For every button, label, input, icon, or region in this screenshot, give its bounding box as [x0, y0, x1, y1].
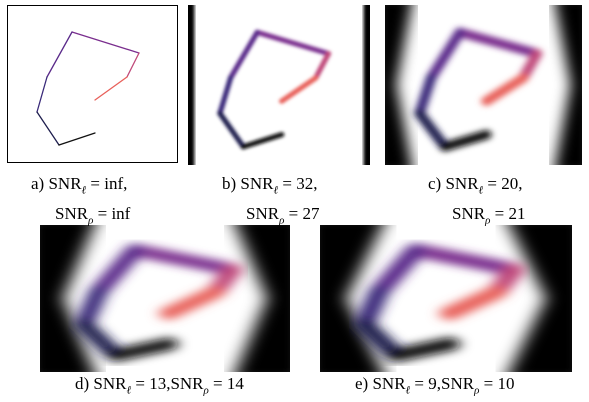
snr-subscript: ℓ	[406, 384, 411, 396]
caption: a) SNRℓ = inf,SNRρ = inf	[31, 172, 130, 233]
caption-line: SNRρ = inf	[31, 202, 130, 232]
panel-label: b)	[222, 174, 236, 193]
snr-symbol: SNR	[452, 204, 485, 223]
caption: c) SNRℓ = 20,SNRρ = 21	[428, 172, 525, 233]
snr-value: 21	[508, 204, 525, 223]
snr-subscript: ρ	[474, 384, 479, 396]
separator: ,	[518, 174, 522, 193]
snr-symbol: SNR	[240, 174, 273, 193]
equals: =	[487, 174, 497, 193]
caption-line: d) SNRℓ = 13,SNRρ = 14	[75, 372, 244, 402]
equals: =	[98, 204, 108, 223]
snr-symbol: SNR	[445, 174, 478, 193]
panel-label: e)	[355, 374, 368, 393]
panel-image	[320, 225, 572, 372]
snr-subscript: ρ	[88, 215, 93, 227]
snr-subscript: ρ	[485, 215, 490, 227]
snr-symbol: SNR	[55, 204, 88, 223]
panel-label: a)	[31, 174, 44, 193]
panel-label: d)	[75, 374, 89, 393]
equals: =	[213, 374, 223, 393]
equals: =	[90, 174, 100, 193]
panel-image	[7, 5, 178, 163]
snr-symbol: SNR	[48, 174, 81, 193]
snr-value: 10	[497, 374, 514, 393]
separator: ,	[123, 174, 127, 193]
snr-subscript: ρ	[204, 384, 209, 396]
snr-subscript: ℓ	[82, 184, 87, 196]
caption-line: SNRρ = 27	[222, 202, 319, 232]
snr-value: 27	[302, 204, 319, 223]
equals: =	[484, 374, 494, 393]
caption-line: b) SNRℓ = 32,	[222, 172, 319, 202]
snr-value: inf	[104, 174, 123, 193]
caption: e) SNRℓ = 9,SNRρ = 10	[355, 372, 514, 402]
snr-value: inf	[111, 204, 130, 223]
snr-value: 14	[227, 374, 244, 393]
snr-subscript: ℓ	[127, 384, 132, 396]
snr-subscript: ρ	[279, 215, 284, 227]
caption: b) SNRℓ = 32,SNRρ = 27	[222, 172, 319, 233]
panel-image	[188, 5, 370, 165]
equals: =	[289, 204, 299, 223]
equals: =	[135, 374, 145, 393]
equals: =	[282, 174, 292, 193]
snr-symbol: SNR	[93, 374, 126, 393]
snr-symbol: SNR	[441, 374, 474, 393]
snr-value: 13	[149, 374, 166, 393]
snr-value: 20	[501, 174, 518, 193]
caption-line: a) SNRℓ = inf,	[31, 172, 130, 202]
caption-line: c) SNRℓ = 20,	[428, 172, 525, 202]
snr-subscript: ℓ	[479, 184, 484, 196]
snr-symbol: SNR	[170, 374, 203, 393]
snr-value: 9	[428, 374, 437, 393]
figure: a) SNRℓ = inf,SNRρ = infb) SNRℓ = 32,SNR…	[0, 0, 589, 401]
caption-line: e) SNRℓ = 9,SNRρ = 10	[355, 372, 514, 402]
panel-image	[385, 5, 582, 165]
snr-symbol: SNR	[246, 204, 279, 223]
separator: ,	[313, 174, 317, 193]
snr-symbol: SNR	[372, 374, 405, 393]
caption-line: SNRρ = 21	[428, 202, 525, 232]
equals: =	[495, 204, 505, 223]
snr-value: 32	[296, 174, 313, 193]
caption: d) SNRℓ = 13,SNRρ = 14	[75, 372, 244, 402]
panel-label: c)	[428, 174, 441, 193]
panel-image	[40, 225, 290, 372]
snr-subscript: ℓ	[274, 184, 279, 196]
equals: =	[414, 374, 424, 393]
